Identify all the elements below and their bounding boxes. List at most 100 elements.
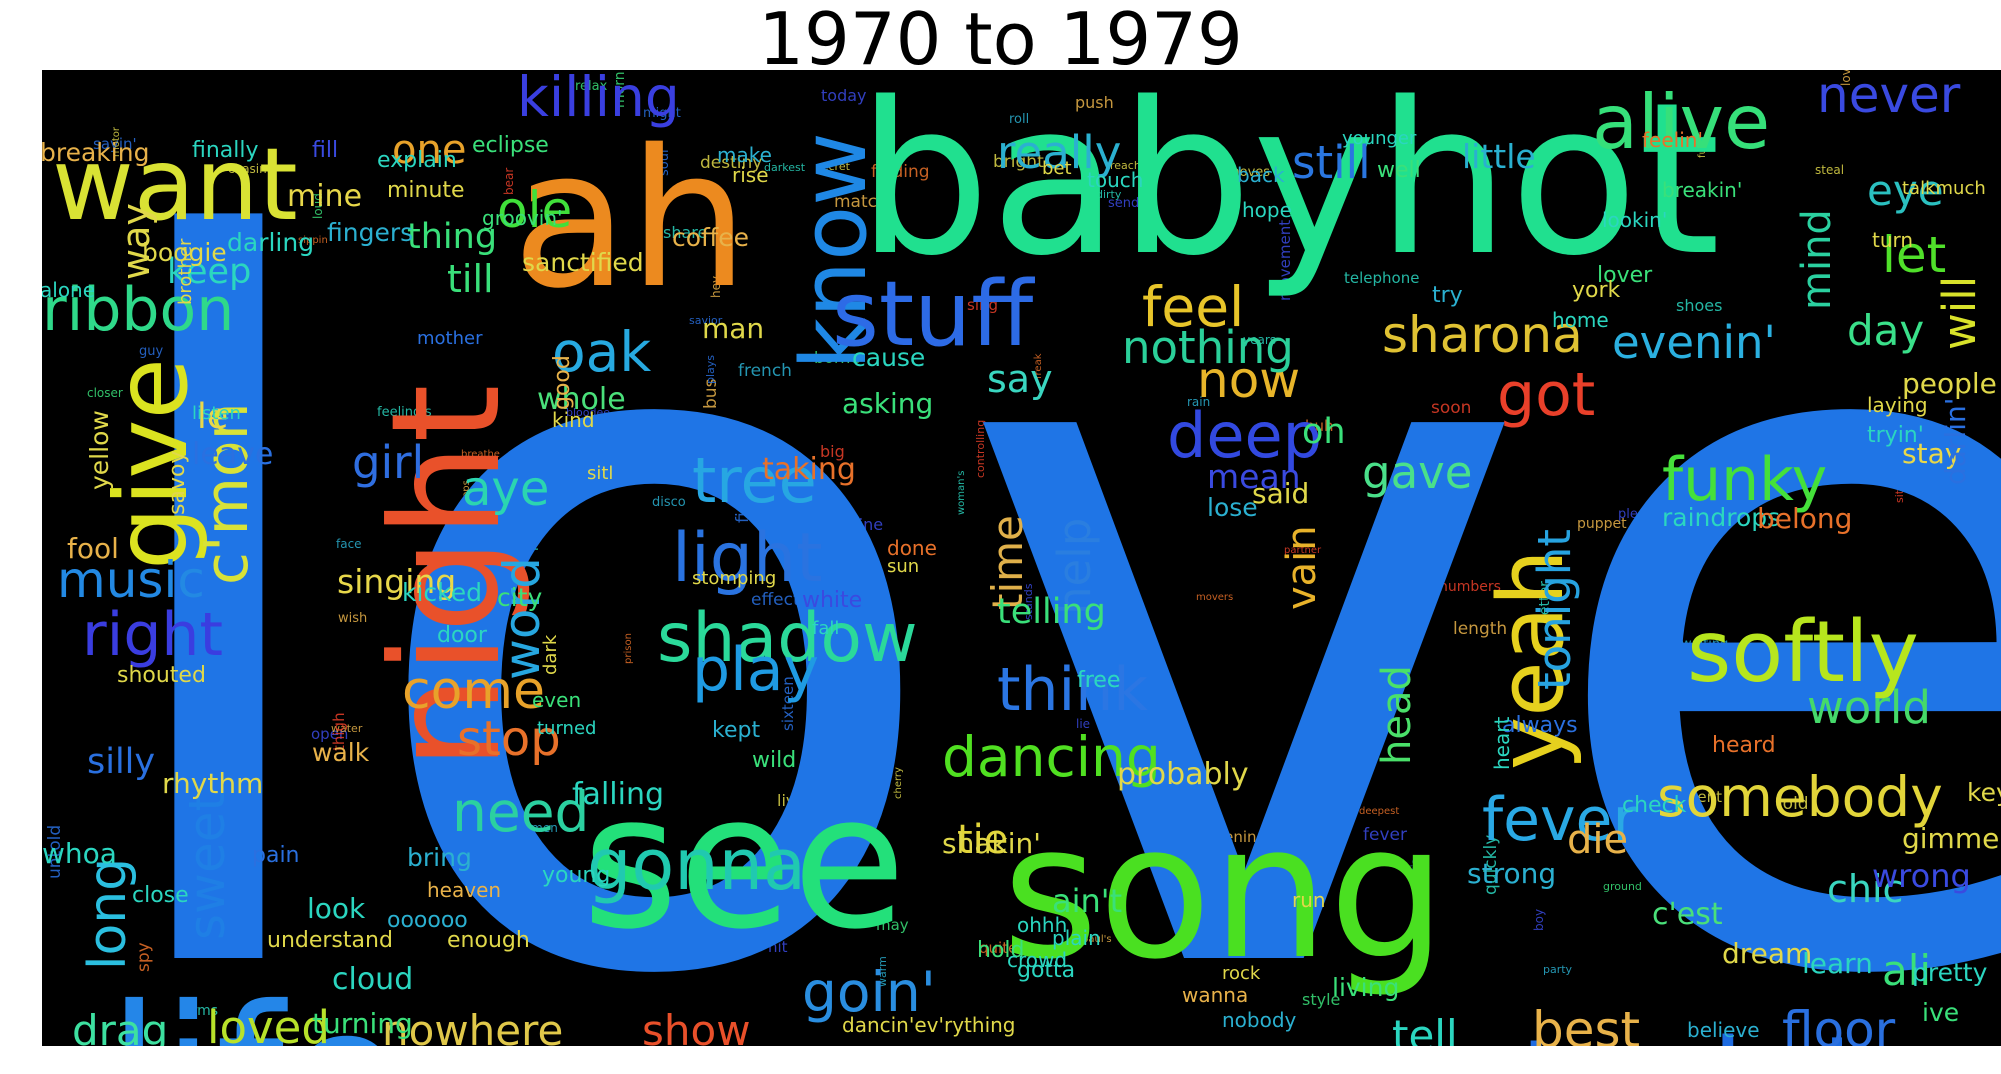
word-filler: open <box>311 725 349 743</box>
word-floor: floor <box>1782 1001 1896 1046</box>
word-filler: wonderful <box>513 460 583 476</box>
word-filler: deepest <box>1359 806 1400 817</box>
word-le: le <box>197 397 229 437</box>
word-filler: length <box>1453 619 1508 639</box>
word-now: now <box>1197 351 1301 409</box>
word-living: living <box>1332 973 1400 1002</box>
word-fingers: fingers <box>327 218 414 247</box>
word-filler: match <box>834 192 888 212</box>
word-singing: singing <box>337 562 457 601</box>
word-sharona: sharona <box>1382 306 1583 364</box>
word-yellow: yellow <box>85 410 114 490</box>
word-filler: face <box>336 537 362 551</box>
word-ohhh: ohhh <box>1017 913 1068 937</box>
word-filler: closer <box>87 386 123 400</box>
word-filler: years <box>1243 333 1277 347</box>
word-filler: live <box>777 791 806 810</box>
word-aye: aye <box>462 461 550 517</box>
word-filler: arms <box>183 1003 219 1019</box>
word-heaven: heaven <box>427 878 502 902</box>
word-even: even <box>532 688 582 712</box>
word-till: till <box>447 257 494 301</box>
word-filler: french <box>738 361 792 381</box>
word-never: never <box>1817 70 1961 124</box>
word-dancing: dancing <box>942 725 1161 789</box>
word-kicked: kicked <box>402 578 483 607</box>
word-world: world <box>1807 681 1931 734</box>
word-filler: relax <box>575 79 608 94</box>
word-filler: huh <box>1305 417 1334 435</box>
word-mind: mind <box>1794 209 1840 310</box>
word-heard: heard <box>1712 733 1776 758</box>
word-breaking: breaking <box>42 138 150 167</box>
word-filler: guy <box>139 344 164 359</box>
word-close: close <box>132 883 189 908</box>
word-day: day <box>1847 306 1925 355</box>
word-die: die <box>1567 817 1629 863</box>
word-ali: ali <box>1882 946 1932 995</box>
word-finally: finally <box>192 138 259 163</box>
word-turning: turning <box>312 1007 413 1040</box>
word-filler: may <box>876 916 909 934</box>
word-filler: roll <box>1009 112 1030 127</box>
word-filler: secret <box>816 160 850 173</box>
word-want: want <box>52 126 298 243</box>
word-young: young <box>542 863 611 888</box>
word-filler: paul's <box>1082 934 1112 945</box>
word-filler: fine <box>853 515 884 534</box>
word-filler: steal <box>1815 163 1845 177</box>
word-filler: quite <box>979 939 1018 957</box>
word-mother: mother <box>417 328 483 349</box>
word-filler: please <box>1618 507 1661 522</box>
word-alive: alive <box>1592 78 1771 166</box>
word-little: little <box>1462 137 1536 176</box>
word-filler: push <box>1075 93 1114 112</box>
word-bring: bring <box>407 843 472 872</box>
word-filler: soon <box>1431 398 1472 418</box>
word-loved: loved <box>207 1001 330 1046</box>
word-stayin-: stayin' <box>1457 1025 1854 1047</box>
word-eclipse: eclipse <box>472 133 549 158</box>
word-filler: feeling's <box>377 405 432 420</box>
word-filler: telephone <box>1344 269 1420 287</box>
word-falling: falling <box>572 777 665 812</box>
word-sanctified: sanctified <box>522 248 644 277</box>
word-minute: minute <box>387 178 465 203</box>
word-love: love <box>82 70 2001 1047</box>
word-filler: movers <box>1196 592 1234 603</box>
word-gave: gave <box>1362 446 1473 499</box>
word-york: york <box>1572 278 1621 303</box>
word-hope: hope <box>1242 198 1292 222</box>
word-c-est: c'est <box>1652 897 1723 932</box>
word-let: let <box>1882 226 1947 284</box>
word-filler: send <box>1108 196 1140 211</box>
word-filler: water <box>331 722 363 735</box>
word-listen: listen <box>192 403 241 424</box>
word-whole: whole <box>537 382 626 417</box>
word-thing: thing <box>407 217 498 257</box>
word-crowd: crowd <box>1007 948 1068 972</box>
word-sitl: sitl <box>587 463 614 484</box>
word-whoa: whoa <box>42 837 117 870</box>
word-really: really <box>997 126 1122 179</box>
word-gotta: gotta <box>1017 958 1076 983</box>
word-mine: mine <box>287 179 363 214</box>
word-coffee: coffee <box>672 223 750 252</box>
word-filler: style <box>1302 990 1341 1009</box>
word-cloud: cloud <box>332 962 414 997</box>
word-filler: rhythm <box>185 552 225 565</box>
word-dancin-ev-rything: dancin'ev'rything <box>842 1013 1016 1037</box>
word-belong: belong <box>1757 502 1853 535</box>
word-will: will <box>1933 275 1986 350</box>
word-filler: might <box>643 106 681 121</box>
word-back: back <box>1237 163 1285 187</box>
word-filler: numbers <box>1439 579 1501 595</box>
word-said: said <box>1252 477 1310 510</box>
word-darling: darling <box>227 228 315 257</box>
word-filler: darkest <box>764 161 806 174</box>
word-lookin-: lookin' <box>1602 208 1668 232</box>
word-rock: rock <box>1222 963 1261 984</box>
word-ole: ole <box>497 181 573 239</box>
word-silly: silly <box>87 742 156 782</box>
word-right: right <box>82 600 223 670</box>
